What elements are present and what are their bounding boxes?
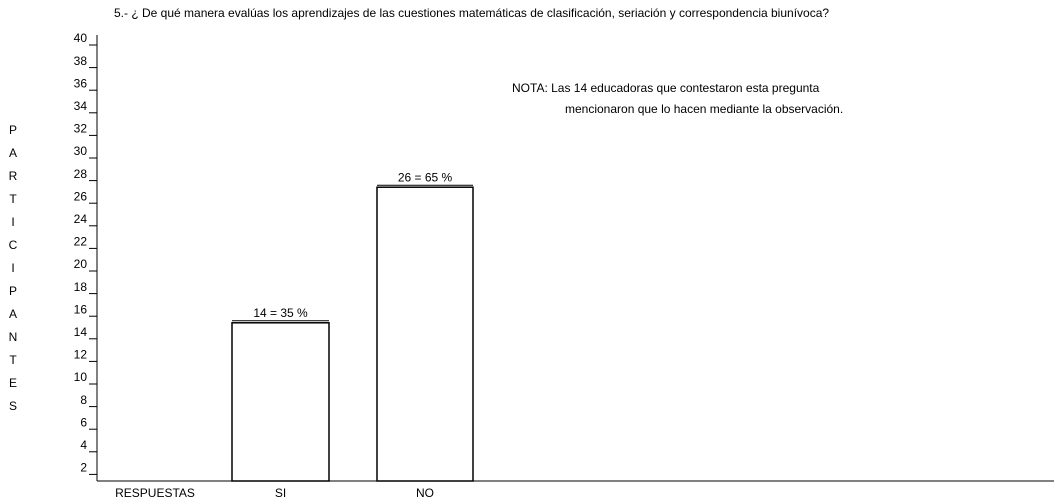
y-tick-label: 36	[74, 76, 88, 90]
x-tick-label: SI	[275, 486, 286, 500]
y-tick-label: 4	[80, 438, 87, 452]
y-tick-label: 18	[74, 280, 88, 294]
bar	[376, 186, 474, 482]
y-tick-label: 38	[74, 54, 88, 68]
y-tick-label: 22	[74, 235, 88, 249]
y-tick-label: 12	[74, 348, 88, 362]
data-label: 14 = 35 %	[253, 306, 308, 320]
y-tick-label: 10	[74, 370, 88, 384]
y-tick-label: 20	[74, 257, 88, 271]
y-tick-label: 40	[74, 31, 88, 45]
annotation: mencionaron que lo hacen mediante la obs…	[565, 102, 843, 116]
x-tick-label: NO	[416, 486, 434, 500]
data-label: 26 = 65 %	[398, 170, 453, 184]
chart-title: 5.- ¿ De qué manera evalúas los aprendiz…	[114, 6, 829, 20]
y-tick-label: 2	[80, 461, 87, 475]
y-tick-label: 26	[74, 189, 88, 203]
y-tick-label: 34	[74, 99, 88, 113]
y-tick-label: 6	[80, 415, 87, 429]
y-tick-label: 14	[74, 325, 88, 339]
y-tick-label: 8	[80, 393, 87, 407]
y-tick-label: 28	[74, 167, 88, 181]
y-tick-label: 16	[74, 302, 88, 316]
x-axis-label: RESPUESTAS	[115, 486, 195, 500]
bar	[231, 322, 330, 482]
y-tick-label: 24	[74, 212, 88, 226]
annotation: NOTA: Las 14 educadoras que contestaron …	[512, 81, 820, 95]
y-tick-label: 32	[74, 122, 88, 136]
y-tick-label: 30	[74, 144, 88, 158]
